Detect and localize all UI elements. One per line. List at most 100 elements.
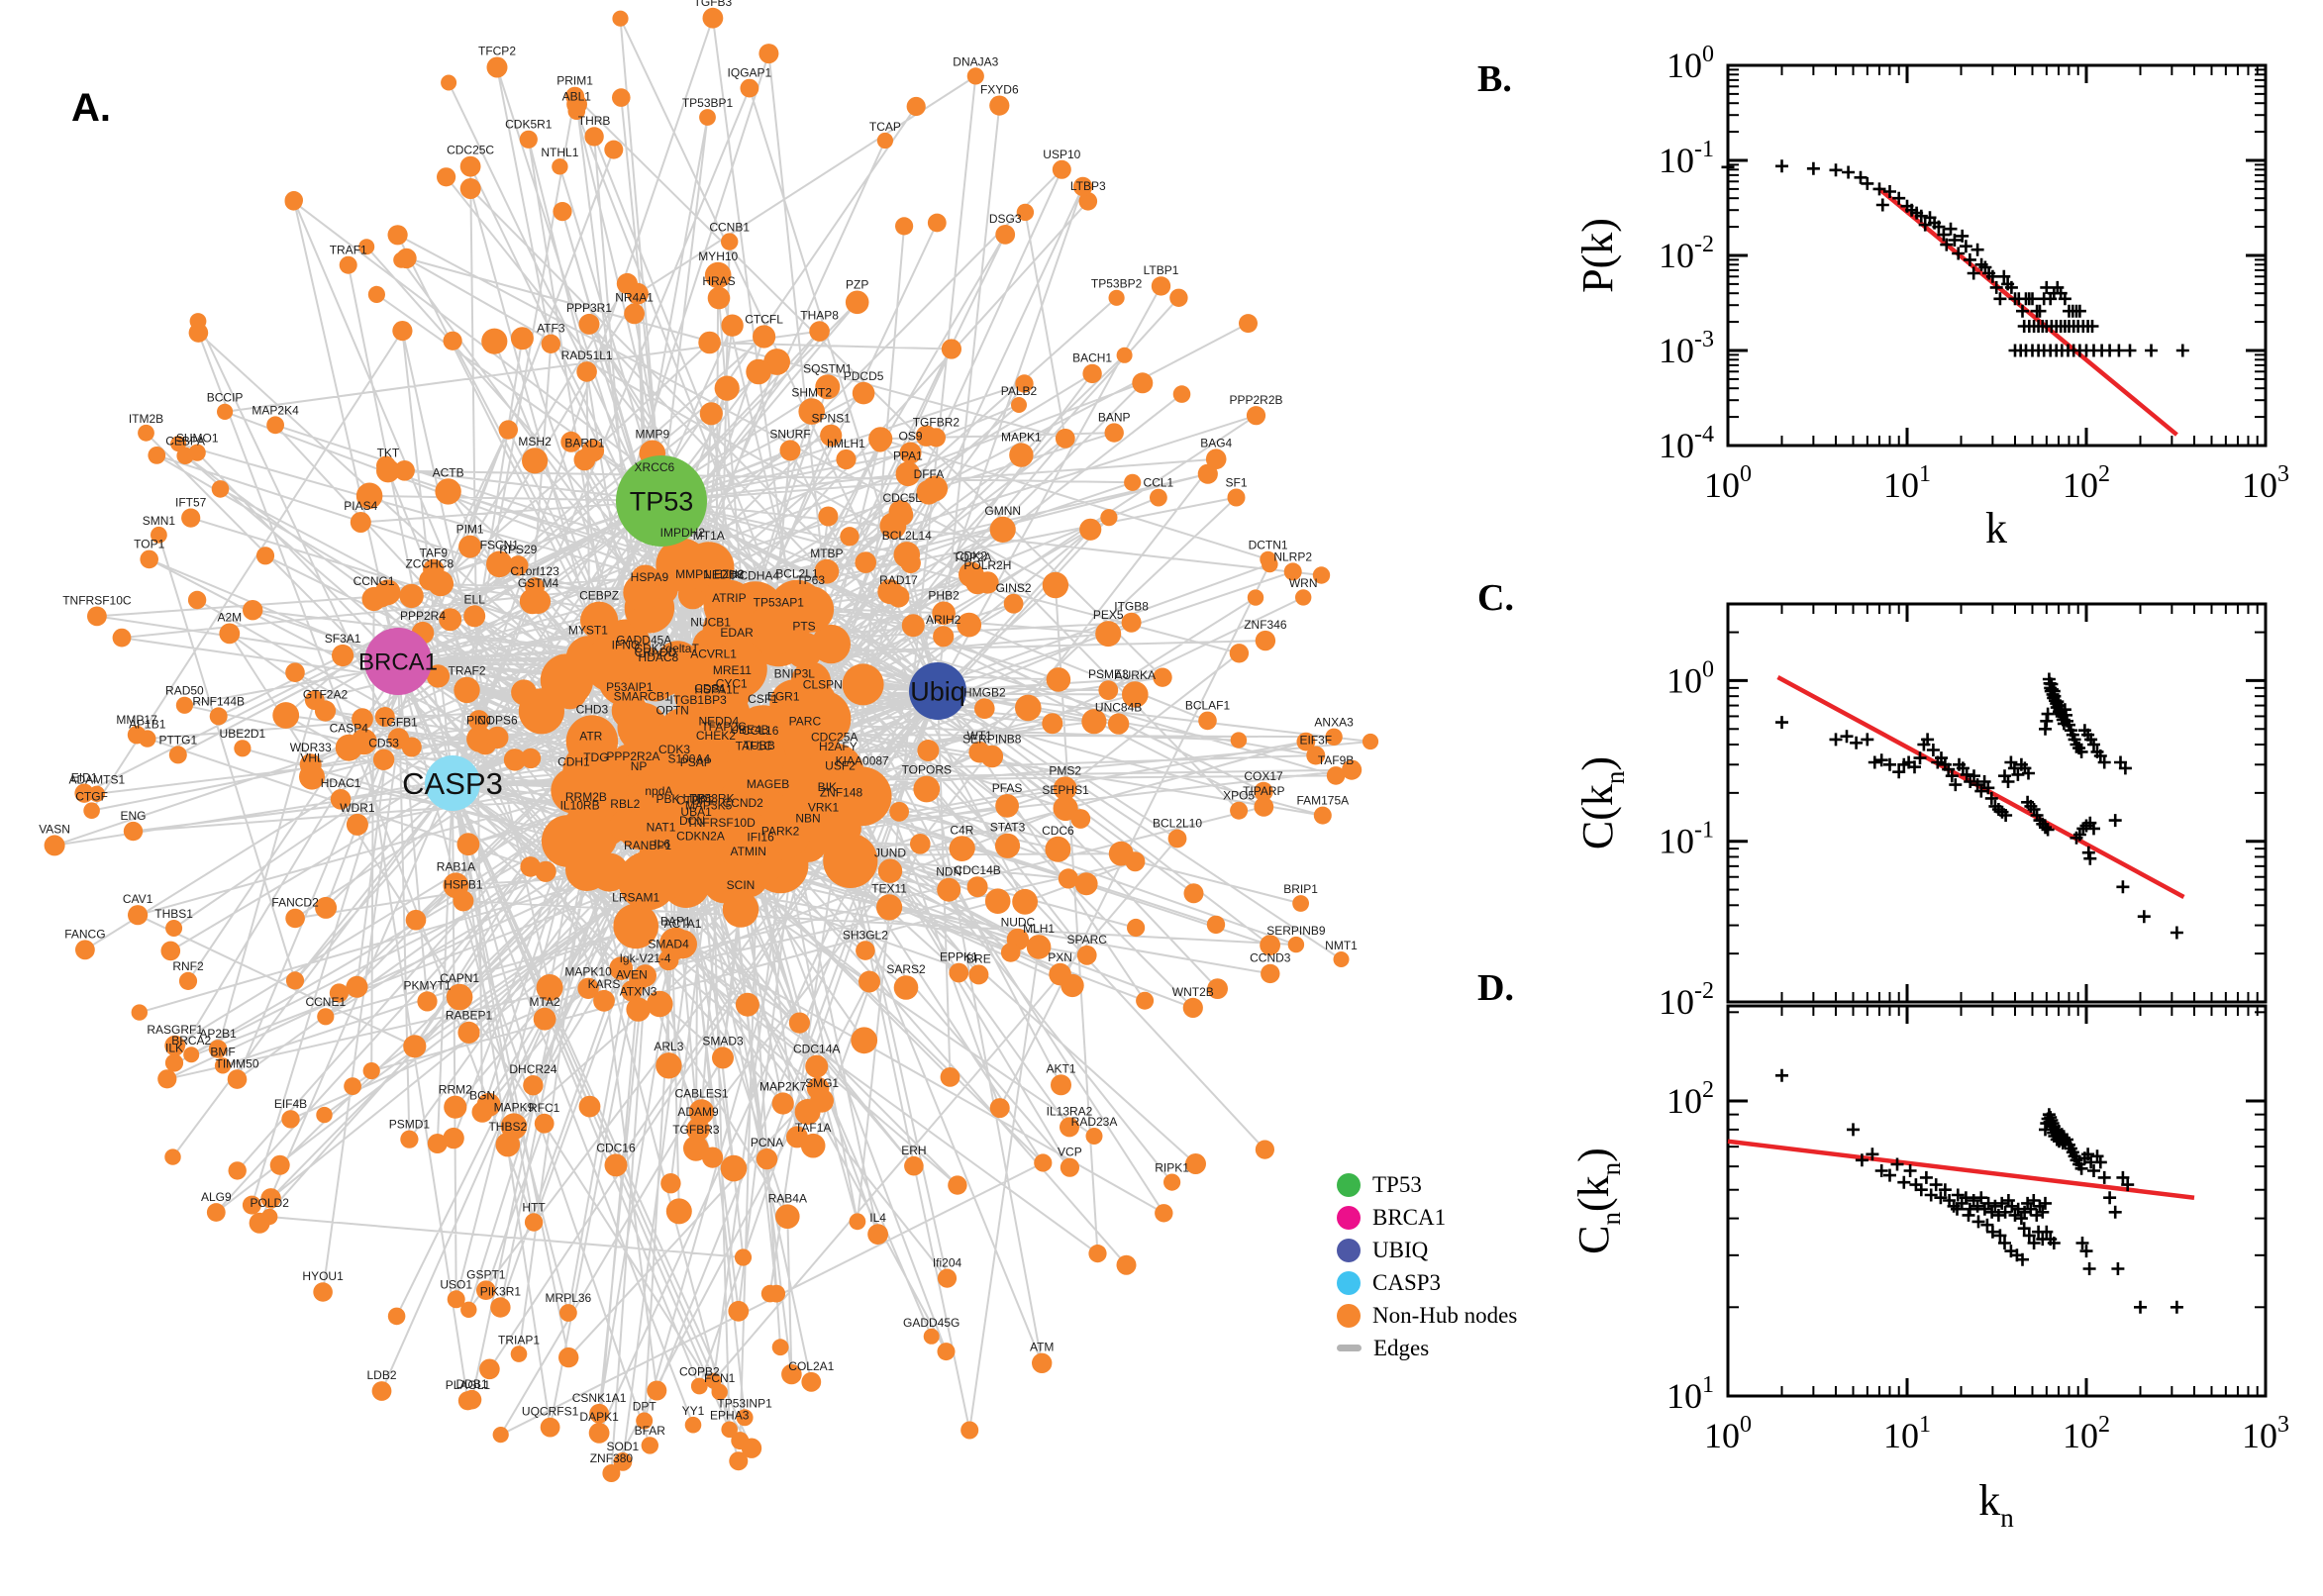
svg-text:ITM2B: ITM2B (129, 412, 163, 426)
svg-text:USP10: USP10 (1043, 148, 1080, 161)
svg-text:BCL2L10: BCL2L10 (1153, 817, 1202, 831)
hub-label-ubiq: Ubiq (910, 676, 965, 706)
svg-text:RAB4A: RAB4A (768, 1191, 807, 1205)
svg-text:TOP1: TOP1 (134, 538, 164, 551)
svg-text:10-1: 10-1 (1659, 137, 1714, 180)
svg-text:ITGB1BP3: ITGB1BP3 (669, 693, 727, 707)
svg-text:ADAM9: ADAM9 (677, 1105, 719, 1119)
svg-text:TRIAP1: TRIAP1 (498, 1333, 540, 1347)
svg-text:PSAP: PSAP (680, 755, 712, 769)
svg-text:TCAP: TCAP (869, 120, 901, 134)
svg-text:PPP2R2A: PPP2R2A (606, 749, 659, 763)
svg-text:Ifi204: Ifi204 (933, 1256, 962, 1270)
svg-text:POLR2H: POLR2H (963, 558, 1011, 572)
legend-label: Non-Hub nodes (1372, 1302, 1518, 1328)
node-swatch-icon (1337, 1270, 1361, 1295)
network-node-labels: TP53RK KIAA0087 THAP8 CDC14B DSG3 NTHL1 VRK1 CE… (39, 0, 1358, 1465)
svg-text:ELL: ELL (464, 592, 486, 606)
svg-text:101: 101 (1666, 1372, 1714, 1416)
svg-text:NAT1: NAT1 (647, 821, 676, 835)
svg-text:MAPK10: MAPK10 (564, 965, 612, 979)
svg-text:DCTN1: DCTN1 (1249, 539, 1288, 552)
svg-text:SMAD4: SMAD4 (648, 937, 689, 950)
svg-text:USO1: USO1 (440, 1277, 472, 1291)
svg-text:THRB: THRB (578, 114, 611, 128)
svg-text:OPTN: OPTN (656, 703, 689, 717)
svg-text:PFAS: PFAS (992, 781, 1023, 795)
legend-label: Edges (1373, 1335, 1430, 1360)
svg-text:PPA1: PPA1 (893, 449, 923, 462)
svg-text:KIAA0087: KIAA0087 (836, 754, 889, 768)
svg-text:TP53AP1: TP53AP1 (754, 595, 805, 609)
svg-text:SMN1: SMN1 (143, 514, 176, 528)
svg-text:WDR33: WDR33 (290, 741, 332, 754)
svg-text:A2M: A2M (217, 611, 242, 625)
panel-a-label: A. (71, 86, 111, 130)
svg-text:H2AFY: H2AFY (819, 740, 858, 753)
svg-text:PPP2R4: PPP2R4 (400, 609, 446, 623)
svg-text:THBS2: THBS2 (488, 1120, 527, 1134)
svg-text:WRN: WRN (1289, 576, 1318, 590)
svg-text:100: 100 (1666, 656, 1714, 700)
svg-text:CASP4: CASP4 (330, 722, 369, 736)
svg-text:TP53BP1: TP53BP1 (682, 96, 734, 110)
svg-text:COPB2: COPB2 (679, 1365, 720, 1379)
svg-text:MLH1: MLH1 (1023, 922, 1055, 936)
svg-text:CDK3: CDK3 (658, 743, 690, 756)
svg-text:BCLAF1: BCLAF1 (1185, 699, 1231, 713)
svg-text:MYST1: MYST1 (568, 623, 608, 637)
svg-text:BMF: BMF (210, 1045, 235, 1058)
panel-d-label: D. (1477, 967, 1514, 1009)
svg-text:USF2: USF2 (825, 759, 856, 773)
svg-text:TIPARP: TIPARP (1243, 784, 1284, 798)
svg-text:THAP8: THAP8 (800, 308, 839, 322)
svg-text:SF1: SF1 (1225, 476, 1247, 490)
svg-text:MYH10: MYH10 (698, 249, 738, 263)
svg-text:MAGEB: MAGEB (747, 777, 789, 791)
svg-text:MMP1: MMP1 (675, 567, 710, 581)
svg-text:ATM: ATM (1030, 1341, 1054, 1354)
legend-item: Edges (1337, 1336, 1517, 1360)
svg-text:NUDC: NUDC (1001, 916, 1036, 930)
svg-text:AP2B1: AP2B1 (199, 1027, 237, 1041)
svg-text:CDK5R1: CDK5R1 (505, 118, 553, 132)
svg-text:PALB2: PALB2 (1001, 384, 1038, 398)
svg-text:RFC1: RFC1 (529, 1101, 560, 1115)
svg-text:TIMM50: TIMM50 (215, 1056, 258, 1070)
svg-text:TOP2A: TOP2A (953, 550, 991, 564)
svg-text:C(kn): C(kn) (1573, 756, 1630, 849)
svg-text:ACVRL1: ACVRL1 (690, 647, 737, 660)
svg-text:RABEP1: RABEP1 (446, 1009, 493, 1023)
svg-text:IFT57: IFT57 (175, 495, 207, 509)
svg-text:HMGB2: HMGB2 (963, 686, 1006, 700)
svg-text:ITGB8: ITGB8 (1114, 600, 1149, 614)
svg-text:SERPINB8: SERPINB8 (962, 733, 1022, 747)
svg-text:MAPK9: MAPK9 (494, 1100, 535, 1114)
svg-text:ARIH2: ARIH2 (926, 613, 961, 627)
svg-text:CDC16: CDC16 (596, 1141, 636, 1154)
svg-text:PTS: PTS (792, 619, 815, 633)
svg-text:kn: kn (1978, 1476, 2014, 1533)
svg-text:10-4: 10-4 (1659, 422, 1714, 465)
svg-text:GINS2: GINS2 (996, 581, 1032, 595)
svg-text:RRM2B: RRM2B (565, 790, 607, 804)
svg-text:hMLH1: hMLH1 (827, 437, 865, 450)
legend-label: TP53 (1372, 1171, 1422, 1197)
hub-label-brca1: BRCA1 (358, 648, 438, 675)
legend-item: BRCA1 (1337, 1205, 1517, 1230)
svg-text:ANXA3: ANXA3 (1314, 716, 1354, 730)
svg-text:POLD2: POLD2 (251, 1196, 290, 1210)
svg-text:FANCD2: FANCD2 (271, 896, 319, 910)
legend-label: CASP3 (1372, 1269, 1442, 1295)
svg-text:EIF3F: EIF3F (1299, 734, 1332, 748)
svg-text:SPARC: SPARC (1066, 933, 1107, 947)
legend-item: CASP3 (1337, 1270, 1517, 1295)
svg-text:ERH: ERH (901, 1144, 926, 1157)
svg-text:NTHL1: NTHL1 (541, 146, 578, 159)
svg-text:TGFBR2: TGFBR2 (913, 415, 960, 429)
svg-text:TUBB: TUBB (744, 739, 775, 752)
svg-text:ZCCHC8: ZCCHC8 (405, 556, 454, 570)
legend-item: Non-Hub nodes (1337, 1303, 1517, 1328)
svg-text:STAT3: STAT3 (990, 821, 1026, 835)
